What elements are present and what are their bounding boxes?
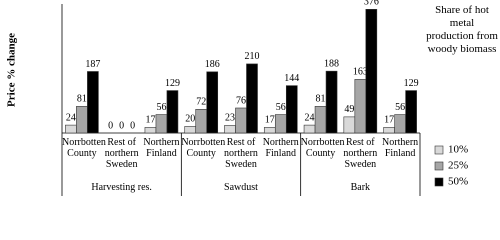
bar (195, 109, 208, 134)
x-tick-label: Rest of northern Sweden (343, 137, 378, 170)
value-label: 0 (119, 120, 124, 131)
legend-swatch (434, 177, 444, 187)
x-tick-label: Norrbotten County (300, 137, 345, 159)
value-label: 129 (165, 78, 180, 89)
value-label: 76 (236, 95, 246, 106)
bar (76, 106, 88, 134)
value-label: 17 (265, 115, 275, 126)
bar (303, 124, 316, 134)
x-tick-label: Northern Finland (262, 137, 299, 159)
bar (263, 127, 276, 134)
value-label: 163 (353, 67, 368, 78)
x-tick-label: Norrbotten County (181, 137, 226, 159)
legend-swatch (434, 161, 444, 171)
value-label: 186 (205, 59, 220, 70)
value-label: 20 (185, 114, 195, 125)
bar (235, 107, 247, 134)
value-label: 188 (324, 58, 339, 69)
value-label: 23 (225, 113, 235, 124)
value-label: 17 (384, 115, 394, 126)
bar (87, 71, 99, 134)
value-label: 81 (316, 94, 326, 105)
value-label: 72 (196, 97, 206, 108)
value-label: 17 (145, 115, 155, 126)
bar (274, 114, 287, 134)
bar (354, 79, 367, 134)
value-label: 0 (130, 120, 135, 131)
legend-label: 50% (448, 176, 468, 188)
y-axis-title: Price % change (6, 33, 18, 107)
bar (383, 127, 395, 134)
value-label: 210 (245, 51, 260, 62)
bar (206, 71, 219, 134)
legend-label: 10% (448, 144, 468, 156)
bar (285, 85, 298, 134)
group-label: Harvesting res. (91, 182, 152, 193)
value-label: 129 (404, 78, 419, 89)
x-tick-label: Norrbotten County (62, 137, 106, 159)
value-label: 376 (364, 0, 379, 8)
bar (144, 127, 157, 134)
bar (155, 114, 168, 134)
value-label: 56 (395, 102, 405, 113)
value-label: 49 (344, 104, 354, 115)
legend-swatch (434, 145, 444, 155)
value-label: 24 (305, 112, 315, 123)
value-label: 144 (284, 73, 299, 84)
value-label: 24 (66, 112, 76, 123)
bar (65, 124, 77, 134)
value-label: 187 (85, 59, 100, 70)
value-label: 0 (108, 120, 113, 131)
x-tick-label: Northern Finland (143, 137, 180, 159)
bar (394, 114, 406, 134)
group-label: Bark (350, 182, 371, 193)
x-tick-label: Northern Finland (382, 137, 419, 159)
bar (166, 90, 179, 134)
x-tick-label: Rest of northern Sweden (224, 137, 258, 170)
bar (246, 63, 258, 134)
group-label: Sawdust (224, 182, 258, 193)
legend-title: Share of hot metal production from woody… (426, 4, 498, 55)
value-label: 56 (276, 102, 286, 113)
bar (184, 126, 197, 134)
chart-root: Price % change 24 81 187 0 0 0 17 56 129 20 72 186 2… (5, 0, 498, 196)
bar (405, 90, 417, 134)
value-label: 56 (156, 102, 166, 113)
bar (325, 70, 338, 134)
bar (224, 125, 236, 134)
value-label: 81 (77, 94, 87, 105)
bar (314, 106, 327, 134)
bar (365, 9, 378, 134)
x-tick-label: Rest of northern Sweden (104, 137, 139, 170)
legend-label: 25% (448, 160, 468, 172)
bar (343, 116, 356, 134)
